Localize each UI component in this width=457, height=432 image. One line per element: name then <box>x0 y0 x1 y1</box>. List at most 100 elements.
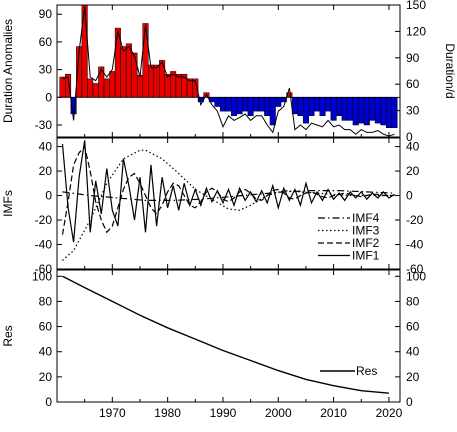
p1-ytick-label: 0 <box>45 90 52 104</box>
anomaly-bar <box>314 97 321 112</box>
res-line <box>62 275 389 394</box>
p2-ytick-label-right: 20 <box>406 164 420 178</box>
anomaly-bar <box>148 64 155 98</box>
p3-xtick-label: 1970 <box>99 406 126 420</box>
anomaly-bar <box>358 97 365 124</box>
p1-ylabel: Duration Anomalies <box>1 19 15 123</box>
anomaly-bar <box>341 97 348 121</box>
p2-ytick-label: -20 <box>35 213 53 227</box>
legend-label-imf2: IMF2 <box>352 236 380 250</box>
anomaly-bar <box>87 78 94 98</box>
p2-ytick-label-right: 40 <box>406 140 420 154</box>
anomaly-bar <box>336 97 343 117</box>
anomaly-bar <box>325 97 332 112</box>
p3-ytick-label-right: 40 <box>406 345 420 359</box>
p1-ytick-label: 30 <box>39 63 53 77</box>
p3-ylabel: Res <box>1 325 15 346</box>
anomaly-bar <box>231 97 238 117</box>
anomaly-bar <box>269 97 276 126</box>
p2-ytick-label: -40 <box>35 238 53 252</box>
anomaly-bar <box>297 97 304 117</box>
anomaly-bar <box>159 60 166 98</box>
p1-ytick-label-right: 60 <box>406 77 420 91</box>
anomaly-bar <box>236 97 243 115</box>
p1-ytick-label-right: 90 <box>406 51 420 65</box>
anomaly-bar <box>264 97 271 117</box>
anomaly-bar <box>59 76 66 98</box>
legend-label-res: Res <box>356 364 377 378</box>
anomaly-bar <box>103 78 110 98</box>
anomaly-bar <box>319 97 326 117</box>
anomaly-bar <box>352 97 359 126</box>
anomaly-bar <box>308 97 315 117</box>
p1-ytick-label: 60 <box>39 35 53 49</box>
p2-ytick-label-right: 0 <box>406 189 413 203</box>
p3-xtick-label: 2000 <box>265 406 292 420</box>
anomaly-bar <box>181 73 188 98</box>
legend-label-imf4: IMF4 <box>352 211 380 225</box>
anomaly-bar <box>374 97 381 124</box>
p1-ytick-label-right: 120 <box>406 24 426 38</box>
anomaly-bar <box>385 97 392 129</box>
p1-ytick-label: -30 <box>35 118 53 132</box>
p3-xtick-label: 2010 <box>320 406 347 420</box>
p2-ytick-label-right: -20 <box>406 213 424 227</box>
anomaly-bar <box>164 73 171 98</box>
anomaly-bar <box>247 97 254 117</box>
p3-ytick-label-right: 60 <box>406 320 420 334</box>
anomaly-bar <box>242 97 249 112</box>
anomaly-bar <box>380 97 387 126</box>
panel-imfs: -60 -60 -40 -40 -20 -20 0 0 20 20 40 40 IMFs IMF4IMF3… <box>1 137 424 276</box>
anomaly-bar <box>131 52 138 98</box>
p3-ytick-label: 20 <box>39 370 53 384</box>
p3-ytick-label-right: 20 <box>406 370 420 384</box>
legend-label-imf1: IMF1 <box>352 249 380 263</box>
anomaly-bar <box>214 97 221 107</box>
anomaly-bar <box>253 97 260 112</box>
p3-ytick-label: 40 <box>39 345 53 359</box>
anomaly-bar <box>275 97 282 107</box>
p3-ytick-label: 60 <box>39 320 53 334</box>
anomaly-bar <box>369 97 376 121</box>
p2-ytick-label: 0 <box>45 189 52 203</box>
anomaly-bar <box>363 97 370 126</box>
anomaly-bar <box>109 71 116 98</box>
p2-frame <box>56 137 401 270</box>
p3-ytick-label: 0 <box>45 395 52 409</box>
anomaly-bar <box>175 73 182 98</box>
p2-ytick-label-right: -40 <box>406 238 424 252</box>
p1-ytick-label: 90 <box>39 7 53 21</box>
p1-ylabel-right: Duration/d <box>443 43 457 98</box>
anomaly-bar <box>391 97 398 129</box>
imf-line-imf4 <box>62 190 395 201</box>
p3-ytick-label-right: 0 <box>406 395 413 409</box>
p3-xtick-label: 2020 <box>376 406 403 420</box>
p3-xtick-label: 1980 <box>154 406 181 420</box>
p3-ytick-label-right: 80 <box>406 294 420 308</box>
anomaly-bar <box>330 97 337 121</box>
anomaly-bar <box>136 74 144 98</box>
p3-ytick-label-right: 100 <box>406 269 426 283</box>
p2-ytick-label-right: -60 <box>406 262 424 276</box>
p3-frame <box>56 269 401 403</box>
p2-ytick-label: 20 <box>39 164 53 178</box>
anomaly-bar <box>347 97 354 121</box>
imf-line-imf2 <box>61 145 395 235</box>
p1-ytick-label-right: 150 <box>406 0 426 12</box>
anomaly-bar <box>186 78 193 98</box>
anomaly-bar <box>258 97 265 112</box>
anomaly-bar <box>142 23 149 98</box>
p2-ylabel: IMFs <box>1 190 15 217</box>
anomaly-bar <box>125 43 132 98</box>
imf-line-imf3 <box>62 149 395 261</box>
legend-label-imf3: IMF3 <box>352 224 380 238</box>
anomaly-bar <box>219 97 226 112</box>
anomaly-bar <box>302 97 309 124</box>
p1-frame <box>56 4 401 138</box>
p2-ytick-label: 40 <box>39 140 53 154</box>
imf-line-imf1 <box>61 140 395 243</box>
duration-line <box>62 6 395 137</box>
